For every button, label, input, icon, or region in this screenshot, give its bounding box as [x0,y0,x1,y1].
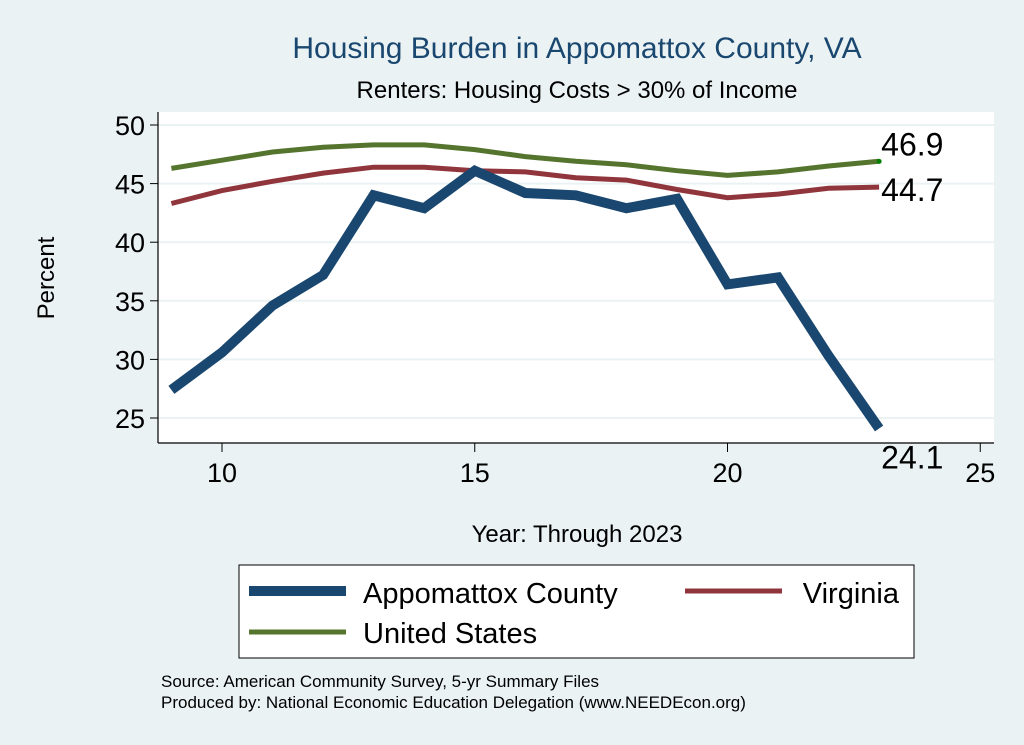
y-tick-label: 40 [115,228,145,258]
legend-box [238,564,915,659]
end-value-label: 46.9 [881,126,943,162]
series-line-appomattox-county [168,164,884,432]
x-tick-label: 20 [712,458,742,488]
y-tick-label: 30 [115,345,145,375]
producer-note: Produced by: National Economic Education… [161,693,746,712]
series-line-virginia [170,164,880,206]
end-value-label: 24.1 [881,440,943,476]
source-note: Source: American Community Survey, 5-yr … [161,672,599,691]
chart-title: Housing Burden in Appomattox County, VA [292,32,861,65]
chart-subtitle: Renters: Housing Costs > 30% of Income [357,77,798,104]
x-axis-label: Year: Through 2023 [472,521,683,548]
y-tick-label: 35 [115,287,145,317]
end-value-label: 44.7 [881,172,943,208]
y-tick-label: 45 [115,170,145,200]
x-tick-label: 15 [460,458,490,488]
series-line-united-states [171,142,880,178]
x-tick-label: 25 [965,458,995,488]
end-point-marker [876,158,882,164]
legend-label-appomattox: Appomattox County [363,578,618,610]
x-tick-label: 10 [207,458,237,488]
legend-label-virginia: Virginia [803,578,900,610]
legend-label-united-states: United States [363,618,537,650]
y-tick-label: 25 [115,404,145,434]
legend: Appomattox County Virginia United States [238,564,915,659]
y-tick-label: 50 [115,111,145,141]
y-axis-label: Percent [33,236,60,319]
